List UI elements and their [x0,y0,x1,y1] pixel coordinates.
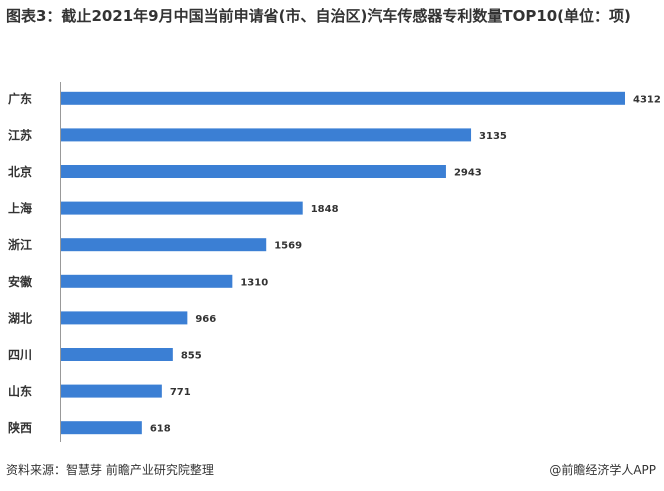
y-tick-label: 安徽 [8,274,33,289]
value-label: 966 [195,314,216,325]
bar [61,384,162,398]
value-label: 771 [170,387,191,398]
chart: 广东 4312 江苏 3135 北京 2943 上海 1848 浙江 1569 安徽 1310 湖北 96… [8,82,661,442]
y-tick-label: 广东 [8,91,32,106]
bar [61,274,233,288]
value-label: 618 [150,424,171,435]
y-tick-label: 江苏 [8,127,32,142]
value-label: 855 [181,351,202,362]
bar [61,238,267,252]
bar [61,165,446,178]
y-tick-label: 北京 [8,164,32,179]
bar [61,311,188,325]
bar [61,128,472,142]
value-label: 1848 [311,204,339,215]
y-tick-label: 四川 [8,348,32,362]
value-label: 3135 [479,131,507,142]
bar [61,421,142,435]
y-tick-label: 上海 [8,201,32,216]
credit: @前瞻经济学人APP [549,463,656,477]
value-label: 1310 [240,277,268,288]
value-label: 2943 [454,168,482,179]
value-label: 4312 [633,94,661,105]
bar [61,348,173,361]
y-tick-label: 浙江 [8,237,32,252]
y-tick-label: 山东 [8,384,32,399]
y-tick-label: 陕西 [8,420,32,435]
y-tick-label: 湖北 [8,310,32,325]
source: 资料来源：智慧芽 前瞻产业研究院整理 [6,463,214,477]
bar [61,91,625,105]
chart-title: 图表3：截止2021年9月中国当前申请省(市、自治区)汽车传感器专利数量TOP1… [6,7,631,25]
value-label: 1569 [274,241,302,252]
bar [61,201,303,215]
